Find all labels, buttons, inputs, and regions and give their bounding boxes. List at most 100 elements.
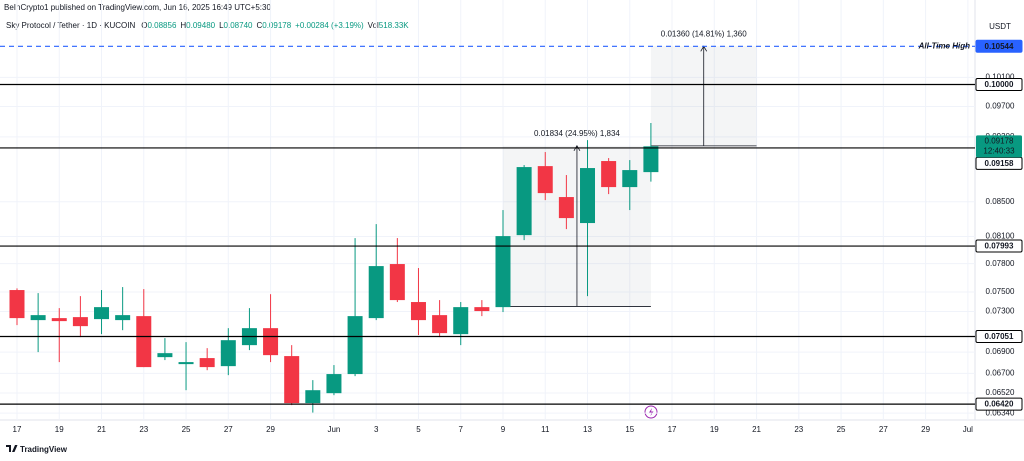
change: +0.00284 (+3.19%) [295,21,364,30]
candle-body [263,328,279,356]
level-price-label: 0.06420 [985,400,1014,409]
level-price-label: 0.10544 [985,42,1014,51]
y-tick-label: 0.07300 [986,307,1015,316]
x-tick-label: 15 [625,425,634,434]
x-tick-label: 29 [266,425,275,434]
y-tick-label: 0.08500 [986,197,1015,206]
candle-body [347,316,363,375]
candle-body [516,167,532,236]
last-price-box [976,135,1022,158]
y-tick-label: 0.06700 [986,368,1015,377]
y-tick-label: 0.06340 [986,408,1015,417]
candle-body [9,290,25,319]
event-icon-bolt [649,408,654,416]
brand-logo [6,445,18,452]
x-tick-label: 9 [501,425,506,434]
candle-body [453,307,469,335]
candle-body [136,316,152,368]
y-tick-label: 0.07500 [986,287,1015,296]
x-tick-label: 19 [710,425,719,434]
candle-body [410,302,426,321]
y-tick-label: 0.06520 [986,388,1015,397]
ohlc-key: O [141,21,147,30]
level-price-label: 0.09158 [985,159,1014,168]
candle-body [284,356,300,404]
level-price-box [975,397,1023,411]
ohlc-value: 0.08856 [147,21,176,30]
candle-body [368,266,384,319]
x-tick-label: 11 [541,425,550,434]
symbol: Sky Protocol / Tether · 1D · KUCOIN [6,21,135,30]
ohlc-value: 0.09178 [262,21,291,30]
candle-body [601,161,617,188]
candle-body [643,146,659,173]
level-price-box [975,77,1023,91]
x-tick-label: Jul [963,425,973,434]
candle-body [622,170,638,188]
volume-value: 518.33K [379,21,409,30]
candle-body [305,390,321,404]
level-price-label: 0.07051 [985,332,1014,341]
candle-body [537,166,553,194]
x-tick-label: 27 [224,425,233,434]
x-tick-label: 21 [97,425,106,434]
brand: TradingView [20,445,68,454]
measure-label: 0.01834 (24.95%) 1,834 [534,129,620,138]
x-tick-label: 29 [921,425,930,434]
level-price-box [975,39,1023,53]
x-tick-label: 17 [13,425,22,434]
x-tick-label: Jun [327,425,340,434]
y-tick-label: 0.09700 [986,102,1015,111]
y-tick-label: 0.06900 [986,347,1015,356]
level-price-box [975,329,1023,343]
level-note: All-Time High [918,41,971,50]
candle-body [94,307,110,320]
ohlc-key: C [256,21,262,30]
candle-body [115,315,131,321]
publisher: BeInCrypto1 published on TradingView.com… [4,3,271,12]
x-tick-label: 19 [55,425,64,434]
ohlc-key: L [219,21,224,30]
y-tick-label: 0.10100 [986,72,1015,81]
candle-body [389,264,405,301]
x-tick-label: 21 [752,425,761,434]
candle-body [474,307,490,312]
candle-body [51,318,67,322]
candle-body [199,358,215,368]
candle-body [495,236,511,308]
candle-body [72,317,88,327]
last-price-label: 0.09178 [985,136,1014,145]
candle-body [580,168,596,224]
x-tick-label: 25 [837,425,846,434]
candle-body [326,374,342,394]
candle-body [157,353,173,358]
level-price-label: 0.10000 [985,80,1014,89]
candle-body [30,315,46,321]
candle-body [178,362,194,365]
level-price-box [975,239,1023,253]
volume-key: Vol [368,21,379,30]
x-tick-label: 23 [139,425,148,434]
x-tick-label: 5 [416,425,421,434]
x-tick-label: 7 [459,425,464,434]
symbol-legend: Sky Protocol / Tether · 1D · KUCOIN O0.08… [6,21,409,30]
x-tick-label: 13 [583,425,592,434]
y-tick-label: 0.07800 [986,259,1015,268]
candle-body [432,315,448,334]
candle-body [558,197,574,219]
countdown: 12:40:33 [983,146,1015,155]
x-tick-label: 3 [374,425,379,434]
x-tick-label: 23 [794,425,803,434]
x-tick-label: 17 [668,425,677,434]
candle-body [220,340,236,367]
measure-arrowhead [573,145,581,152]
currency: USDT [989,22,1011,31]
ohlc-value: 0.09480 [186,21,215,30]
measure-label: 0.01360 (14.81%) 1,360 [661,29,747,38]
level-price-label: 0.07993 [985,242,1014,251]
y-tick-label: 0.08100 [986,232,1015,241]
ohlc-value: 0.08740 [224,21,253,30]
x-tick-label: 27 [879,425,888,434]
x-tick-label: 25 [182,425,191,434]
